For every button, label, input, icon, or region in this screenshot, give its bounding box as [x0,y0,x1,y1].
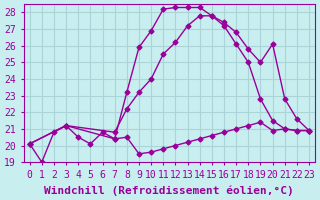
X-axis label: Windchill (Refroidissement éolien,°C): Windchill (Refroidissement éolien,°C) [44,185,294,196]
